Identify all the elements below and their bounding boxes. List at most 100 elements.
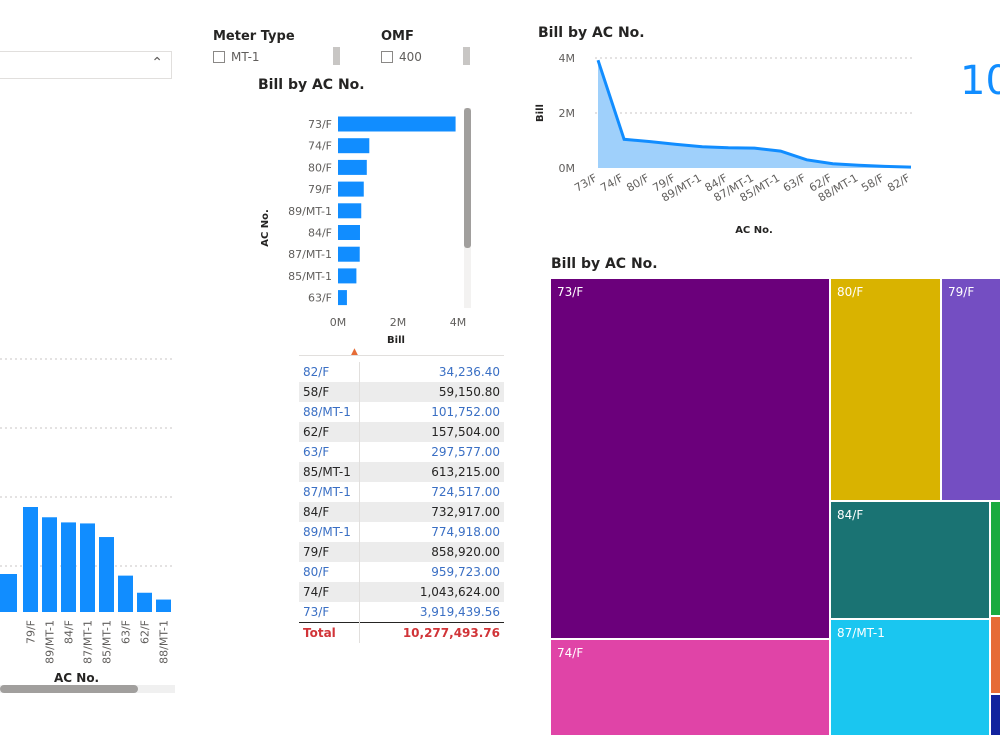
area-x-tick: 80/F: [624, 171, 651, 194]
filter-dropdown[interactable]: ⌃: [0, 51, 172, 79]
table-row[interactable]: 82/F 34,236.40: [299, 362, 504, 382]
treemap-cell-79f[interactable]: 79/F: [941, 278, 1000, 501]
hbar-bar[interactable]: [338, 181, 364, 197]
left-column-label: 88/MT-1: [158, 620, 171, 664]
checkbox-icon[interactable]: [381, 51, 393, 63]
table-cell-bill: 157,504.00: [359, 422, 504, 442]
hbar-category-label: 74/F: [308, 140, 332, 153]
left-column-label: 89/MT-1: [44, 620, 57, 664]
table-row[interactable]: 87/MT-1 724,517.00: [299, 482, 504, 502]
table-row[interactable]: 79/F 858,920.00: [299, 542, 504, 562]
table-cell-bill: 732,917.00: [359, 502, 504, 522]
left-column-bar[interactable]: [61, 522, 76, 612]
left-chart-x-axis-title: AC No.: [54, 671, 99, 685]
hbar-bar[interactable]: [338, 268, 357, 284]
table-cell-ac: 80/F: [299, 562, 360, 582]
left-column-bar[interactable]: [42, 517, 57, 612]
left-column-label: 79/F: [25, 620, 38, 644]
left-column-bar[interactable]: [23, 507, 38, 612]
treemap-cell-87mt1[interactable]: 87/MT-1: [830, 619, 990, 736]
hbar-category-label: 85/MT-1: [288, 270, 332, 283]
table-row[interactable]: 88/MT-1 101,752.00: [299, 402, 504, 422]
table-row[interactable]: 80/F 959,723.00: [299, 562, 504, 582]
area-y-tick: 0M: [559, 162, 576, 175]
omf-option[interactable]: 400: [381, 50, 422, 64]
meter-type-scrollbar[interactable]: [333, 47, 340, 65]
area-x-tick: 63/F: [781, 171, 808, 194]
table-row[interactable]: 85/MT-1 613,215.00: [299, 462, 504, 482]
treemap-cell-84f[interactable]: 84/F: [830, 501, 990, 619]
hbar-category-label: 73/F: [308, 118, 332, 131]
checkbox-icon[interactable]: [213, 51, 225, 63]
hbar-bar[interactable]: [338, 138, 370, 154]
hbar-category-label: 79/F: [308, 183, 332, 196]
table-cell-bill: 774,918.00: [359, 522, 504, 542]
hbar-x-axis-title: Bill: [387, 335, 405, 346]
table-cell-ac: 73/F: [299, 602, 360, 623]
hbar-x-tick: 2M: [390, 316, 407, 329]
treemap-cell-74f[interactable]: 74/F: [550, 639, 830, 736]
table-cell-bill: 3,919,439.56: [359, 602, 504, 623]
chevron-up-icon[interactable]: ⌃: [151, 55, 163, 71]
treemap-cell-80f[interactable]: 80/F: [830, 278, 941, 501]
hbar-scrollbar-thumb[interactable]: [464, 108, 471, 248]
left-column-label: 62/F: [139, 620, 152, 644]
treemap: 73/F 74/F 80/F 79/F 84/F 87/MT-1: [550, 278, 1000, 736]
area-gridlines: [595, 57, 915, 114]
table-cell-ac: 87/MT-1: [299, 482, 360, 502]
hbar-x-tick: 4M: [450, 316, 467, 329]
omf-scrollbar[interactable]: [463, 47, 470, 65]
hbar-bar[interactable]: [338, 290, 347, 306]
left-bar-partial[interactable]: [0, 574, 17, 612]
left-column-bar[interactable]: [137, 592, 152, 612]
area-y-tick: 2M: [559, 107, 576, 120]
left-column-bar[interactable]: [80, 523, 95, 612]
table-total-row: Total 10,277,493.76: [299, 622, 504, 643]
hbar-category-label: 84/F: [308, 227, 332, 240]
table-cell-ac: 79/F: [299, 542, 360, 562]
table-row[interactable]: 63/F 297,577.00: [299, 442, 504, 462]
table-cell-ac: 63/F: [299, 442, 360, 462]
treemap-cell-partial-green[interactable]: [990, 501, 1000, 616]
table-cell-ac: 74/F: [299, 582, 360, 602]
left-column-bar[interactable]: [99, 537, 114, 612]
hbar-bar[interactable]: [338, 203, 362, 219]
left-column-bar[interactable]: [118, 575, 133, 612]
treemap-cell-partial-navy[interactable]: [990, 694, 1000, 736]
area-x-tick: 58/F: [859, 171, 886, 194]
hbar-category-label: 87/MT-1: [288, 248, 332, 261]
table-row[interactable]: 73/F 3,919,439.56: [299, 602, 504, 623]
area-chart-title: Bill by AC No.: [538, 25, 645, 41]
hbar-bar[interactable]: [338, 246, 360, 262]
hbar-bar[interactable]: [338, 159, 367, 175]
treemap-cell-73f[interactable]: 73/F: [550, 278, 830, 639]
hbar-y-axis-title: AC No.: [260, 209, 271, 247]
table-cell-bill: 101,752.00: [359, 402, 504, 422]
left-chart-scroll-thumb[interactable]: [0, 685, 138, 693]
kpi-card-value: 10: [960, 58, 1000, 104]
gridlines: [0, 358, 175, 567]
sort-arrow-icon[interactable]: ▲: [351, 347, 358, 357]
meter-type-option[interactable]: MT-1: [213, 50, 260, 64]
table-row[interactable]: 84/F 732,917.00: [299, 502, 504, 522]
table-row[interactable]: 89/MT-1 774,918.00: [299, 522, 504, 542]
table-cell-ac: 89/MT-1: [299, 522, 360, 542]
treemap-title: Bill by AC No.: [551, 256, 658, 272]
table-row[interactable]: 62/F 157,504.00: [299, 422, 504, 442]
table-row[interactable]: 58/F 59,150.80: [299, 382, 504, 402]
left-column-bar[interactable]: [156, 599, 171, 612]
area-line[interactable]: [596, 59, 912, 169]
table-row[interactable]: 74/F 1,043,624.00: [299, 582, 504, 602]
table-cell-ac: 88/MT-1: [299, 402, 360, 422]
table-total-value: 10,277,493.76: [359, 622, 504, 643]
hbar-chart: AC No. 73/F 74/F 80/F 79/F 89/MT-1 84/F 87/MT-…: [260, 108, 471, 346]
hbar-chart-title: Bill by AC No.: [258, 77, 365, 93]
left-chart-scrollbar[interactable]: [0, 685, 175, 693]
table-cell-bill: 297,577.00: [359, 442, 504, 462]
hbar-bar[interactable]: [338, 116, 456, 132]
table-total-label: Total: [299, 622, 360, 643]
left-column-label: 85/MT-1: [101, 620, 114, 664]
treemap-cell-partial-orange[interactable]: [990, 616, 1000, 694]
hbar-bar[interactable]: [338, 225, 360, 240]
